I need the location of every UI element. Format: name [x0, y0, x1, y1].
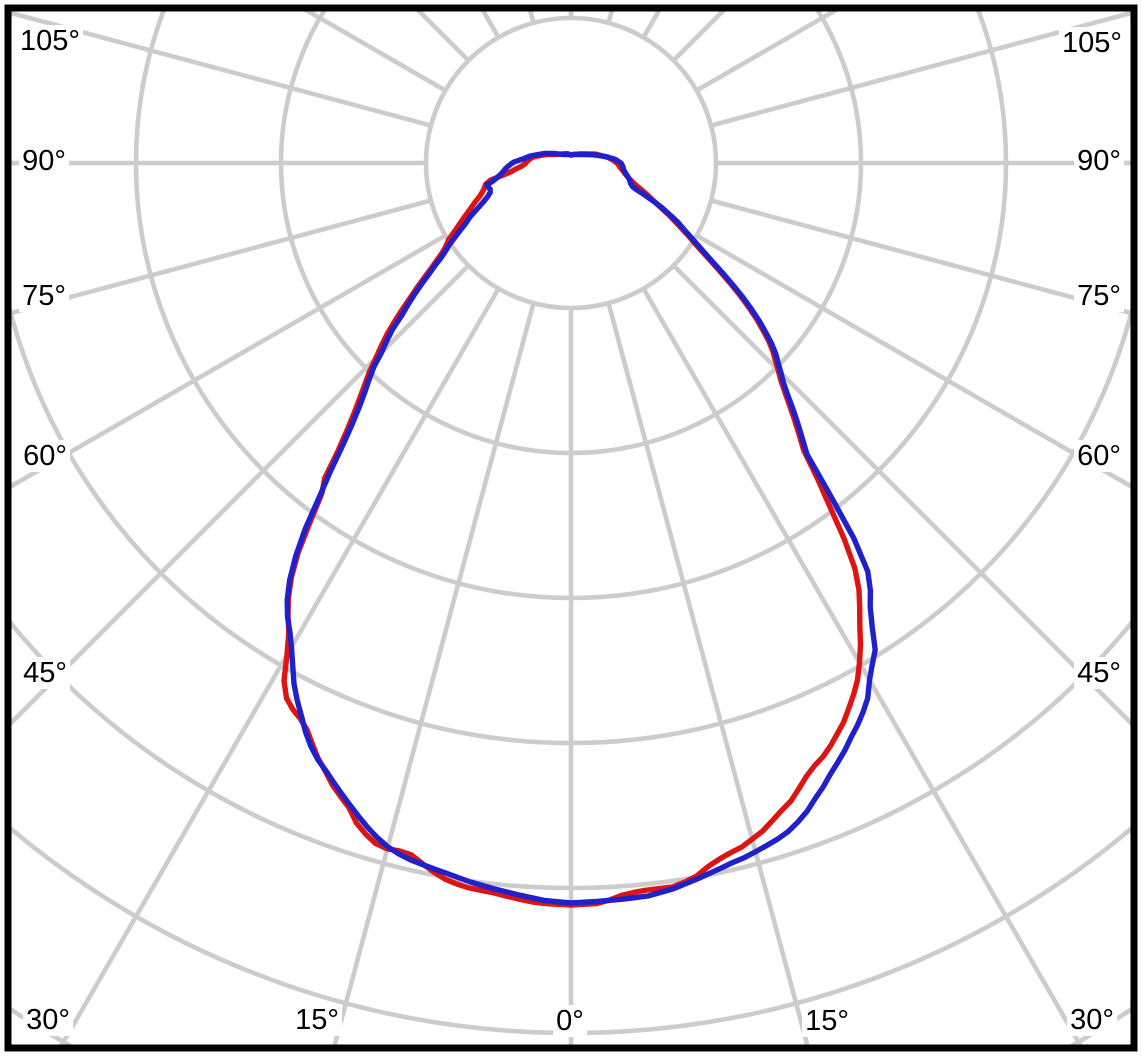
angle-label-bottom-30: 30°	[23, 1004, 73, 1036]
angle-label-left-60: 60°	[20, 440, 70, 472]
grid-spoke	[710, 11, 1131, 128]
grid-spoke	[671, 263, 1131, 727]
angle-label-right-90: 90°	[1074, 145, 1124, 177]
grid-ring	[423, 15, 719, 311]
curve-blue	[284, 150, 878, 906]
angle-label-right-75: 75°	[1074, 280, 1124, 312]
angle-label-left-105: 105°	[17, 25, 83, 57]
angle-label-left-45: 45°	[20, 657, 70, 689]
angle-label-right-45: 45°	[1074, 657, 1124, 689]
plot-border	[4, 4, 1138, 1052]
grid-spoke	[11, 198, 432, 316]
grid-spoke	[710, 198, 1131, 316]
angle-label-bottom-30: 30°	[1067, 1004, 1117, 1036]
grid-spoke	[11, 263, 471, 727]
grid-spoke	[332, 302, 536, 1045]
angle-label-left-90: 90°	[19, 145, 69, 177]
angle-label-right-105: 105°	[1059, 27, 1125, 59]
grid-spoke	[11, 233, 447, 489]
angle-label-bottom-15: 15°	[292, 1004, 342, 1036]
angle-label-bottom-15: 15°	[802, 1005, 852, 1037]
grid-spoke	[641, 287, 1083, 1045]
angle-label-left-75: 75°	[19, 280, 69, 312]
grid-spoke	[695, 233, 1131, 489]
grid-spoke	[11, 11, 432, 128]
angle-label-bottom-0: 0°	[553, 1005, 587, 1037]
grid-spoke	[59, 287, 501, 1045]
grid-spoke	[606, 302, 810, 1045]
intensity-curves	[281, 150, 878, 908]
angle-label-right-60: 60°	[1074, 440, 1124, 472]
